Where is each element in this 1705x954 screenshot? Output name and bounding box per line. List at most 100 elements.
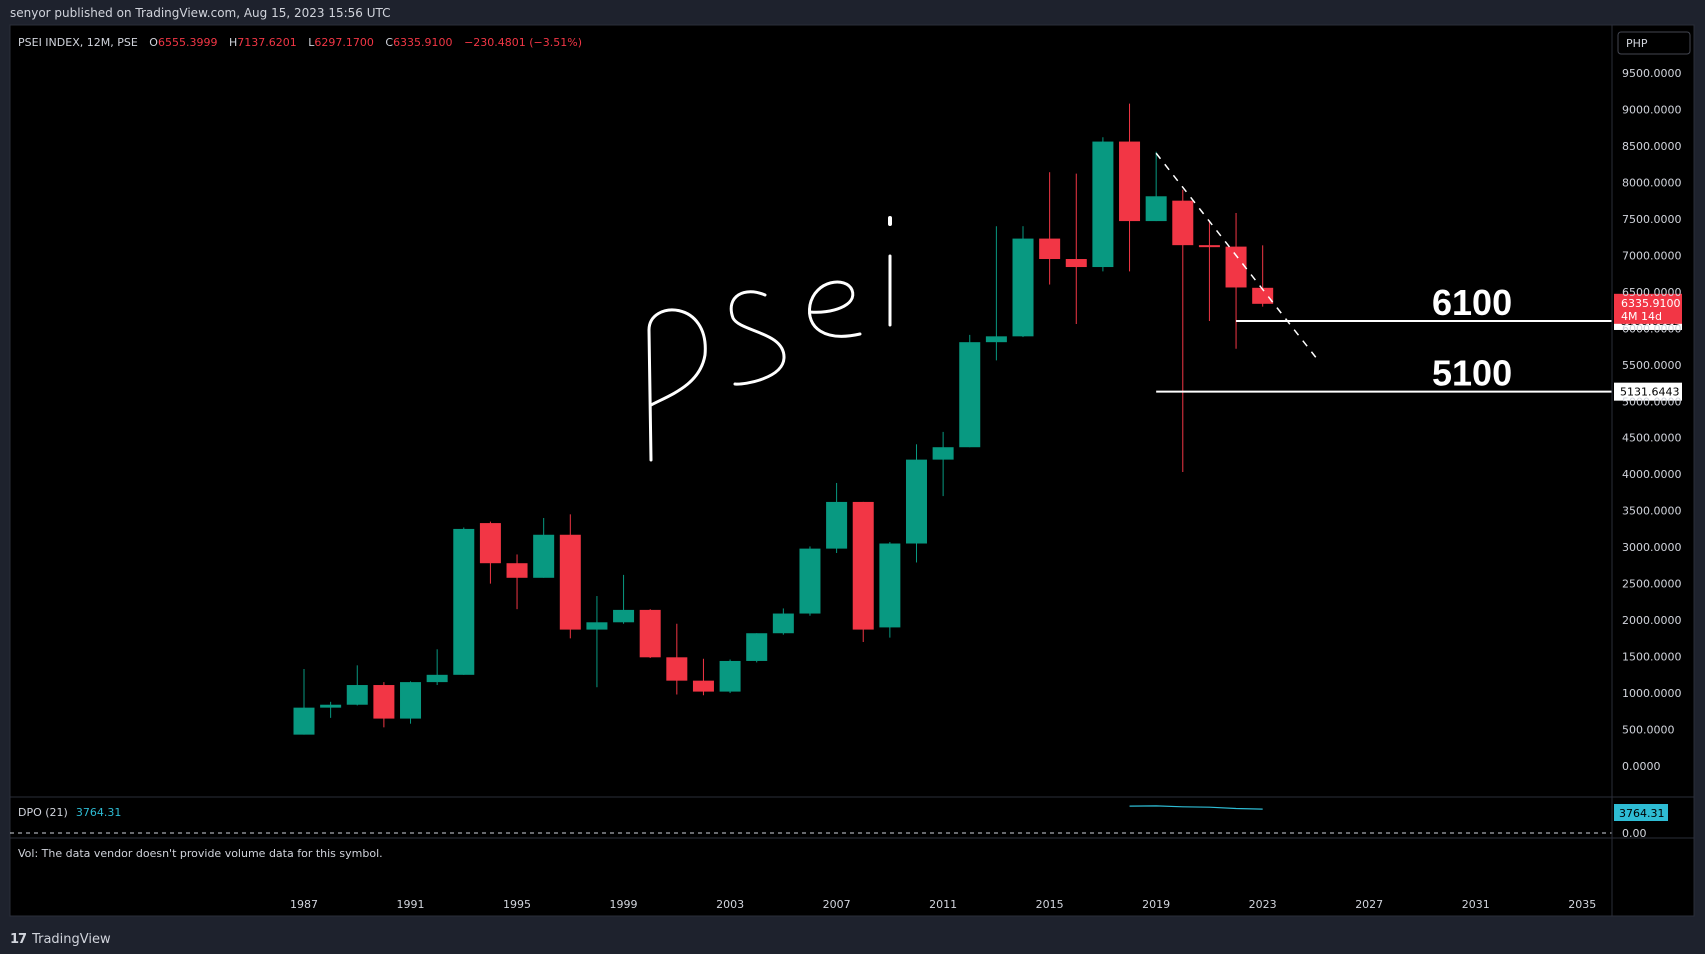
candle-body-1989[interactable]: [346, 685, 368, 705]
legend-c-label: C: [385, 36, 393, 49]
volume-note: Vol: The data vendor doesn't provide vol…: [18, 847, 383, 860]
y-tick-label: 7500.0000: [1622, 213, 1682, 226]
legend-change: −230.4801 (−3.51%): [464, 36, 582, 49]
candle-body-2020[interactable]: [1172, 200, 1194, 246]
chart-background: [9, 24, 1695, 917]
y-tick-label: 5500.0000: [1622, 359, 1682, 372]
legend-open: 6555.3999: [158, 36, 218, 49]
candle-body-2014[interactable]: [1012, 238, 1034, 337]
candle-body-1988[interactable]: [320, 704, 342, 708]
dpo-value-tag: [1614, 804, 1668, 821]
brand-bar[interactable]: 17 TradingView: [10, 932, 111, 947]
dpo-line: [1129, 805, 1263, 810]
dpo-value: 3764.31: [76, 806, 122, 819]
brand-name: TradingView: [32, 932, 111, 947]
y-tick-label: 9000.0000: [1622, 103, 1682, 116]
candle-body-2015[interactable]: [1039, 238, 1061, 260]
currency-button[interactable]: [1617, 31, 1691, 55]
y-tick-label: 0.0000: [1622, 760, 1661, 773]
candle-body-2016[interactable]: [1065, 259, 1087, 268]
candle-body-1990[interactable]: [373, 685, 395, 719]
level-label-5100: 5100: [1432, 353, 1512, 394]
legend-l-label: L: [308, 36, 315, 49]
x-tick-label: 2019: [1142, 898, 1170, 911]
y-tick-label: 6500.0000: [1622, 286, 1682, 299]
price-axis[interactable]: 0.0000 500.0000 1000.0000 1500.0000 2000.000…: [1622, 67, 1682, 773]
level-label-6100: 6100: [1432, 282, 1512, 323]
trendline-dashed[interactable]: [1155, 152, 1317, 358]
candle-body-2013[interactable]: [985, 336, 1007, 343]
dpo-value-tag-text: 3764.31: [1619, 807, 1665, 820]
legend-o-label: O: [149, 36, 158, 49]
legend-symbol: PSEI INDEX, 12M, PSE: [18, 36, 138, 49]
level-tag-5100: [1614, 382, 1682, 401]
x-tick-label: 1991: [397, 898, 425, 911]
candle-body-2010[interactable]: [905, 459, 927, 544]
candle-body-2018[interactable]: [1119, 141, 1141, 222]
legend-high: 7137.6201: [237, 36, 297, 49]
candle-body-2005[interactable]: [772, 613, 794, 634]
candle-body-2002[interactable]: [692, 680, 714, 692]
handwriting-psei[interactable]: [647, 216, 892, 462]
y-tick-label: 8000.0000: [1622, 176, 1682, 189]
candle-body-2000[interactable]: [639, 609, 661, 658]
y-tick-label: 500.0000: [1622, 724, 1675, 737]
level-tag-text-5100: 5131.6443: [1620, 386, 1680, 399]
candles[interactable]: [293, 103, 1274, 735]
x-tick-label: 2035: [1568, 898, 1596, 911]
candle-body-2011[interactable]: [932, 447, 954, 460]
last-price-countdown: 4M 14d: [1621, 310, 1662, 323]
candle-body-1994[interactable]: [479, 523, 501, 564]
candle-body-2004[interactable]: [746, 633, 768, 661]
y-tick-label: 9500.0000: [1622, 67, 1682, 80]
legend-h-label: H: [229, 36, 237, 49]
candle-body-1987[interactable]: [293, 707, 315, 735]
candle-body-2021[interactable]: [1198, 245, 1220, 248]
legend-line: PSEI INDEX, 12M, PSE O6555.3999 H7137.62…: [18, 36, 582, 49]
candle-body-2023[interactable]: [1252, 287, 1274, 304]
x-tick-label: 2011: [929, 898, 957, 911]
currency-label: PHP: [1626, 37, 1648, 50]
candle-body-2008[interactable]: [852, 501, 874, 630]
candle-body-2009[interactable]: [879, 543, 901, 628]
candle-body-1997[interactable]: [559, 534, 581, 630]
x-tick-label: 1995: [503, 898, 531, 911]
time-axis[interactable]: 1987 1991 1995 1999 2003 2007 2011 2015 2019 2023…: [290, 898, 1596, 911]
candle-body-1999[interactable]: [613, 609, 635, 623]
y-tick-label: 2500.0000: [1622, 578, 1682, 591]
last-price-tag: [1614, 293, 1682, 324]
candle-body-2019[interactable]: [1145, 196, 1167, 222]
dpo-name: DPO (21): [18, 806, 68, 819]
candle-body-1996[interactable]: [533, 534, 555, 578]
candle-body-1998[interactable]: [586, 622, 608, 630]
candle-body-2006[interactable]: [799, 548, 821, 614]
publish-caption: senyor published on TradingView.com, Aug…: [10, 6, 391, 20]
y-tick-label: 6000.0000: [1622, 322, 1682, 335]
legend-close: 6335.9100: [393, 36, 453, 49]
candle-body-2001[interactable]: [666, 657, 688, 681]
candle-body-1991[interactable]: [400, 682, 422, 719]
y-tick-label: 8500.0000: [1622, 140, 1682, 153]
y-tick-label: 7000.0000: [1622, 249, 1682, 262]
x-tick-label: 2023: [1249, 898, 1277, 911]
y-tick-label: 4500.0000: [1622, 432, 1682, 445]
candle-body-1993[interactable]: [453, 528, 475, 675]
x-tick-label: 2031: [1462, 898, 1490, 911]
x-tick-label: 2003: [716, 898, 744, 911]
candle-body-1992[interactable]: [426, 674, 448, 683]
candle-body-2017[interactable]: [1092, 141, 1114, 268]
y-tick-label: 4000.0000: [1622, 468, 1682, 481]
x-tick-label: 2027: [1355, 898, 1383, 911]
x-tick-label: 1987: [290, 898, 318, 911]
y-tick-label: 1500.0000: [1622, 651, 1682, 664]
candle-body-2022[interactable]: [1225, 246, 1247, 288]
y-tick-label: 3000.0000: [1622, 541, 1682, 554]
candle-body-1995[interactable]: [506, 563, 528, 578]
candle-body-2007[interactable]: [826, 501, 848, 549]
candle-body-2012[interactable]: [959, 342, 981, 448]
dpo-label: DPO (21) 3764.31: [18, 806, 121, 819]
legend-low: 6297.1700: [314, 36, 374, 49]
candle-body-2003[interactable]: [719, 660, 741, 692]
